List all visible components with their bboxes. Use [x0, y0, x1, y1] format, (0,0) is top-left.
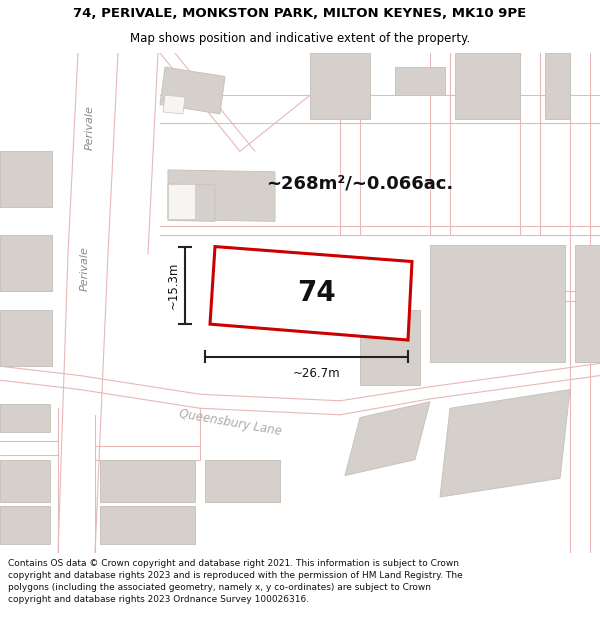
Polygon shape — [0, 404, 50, 432]
Text: Perivale: Perivale — [80, 246, 90, 291]
Text: Perivale: Perivale — [85, 106, 95, 151]
Polygon shape — [345, 402, 430, 476]
Polygon shape — [0, 506, 50, 544]
Text: 74, PERIVALE, MONKSTON PARK, MILTON KEYNES, MK10 9PE: 74, PERIVALE, MONKSTON PARK, MILTON KEYN… — [73, 7, 527, 20]
Polygon shape — [163, 95, 185, 114]
Text: Contains OS data © Crown copyright and database right 2021. This information is : Contains OS data © Crown copyright and d… — [8, 559, 463, 604]
Polygon shape — [168, 184, 195, 219]
Polygon shape — [168, 170, 275, 221]
Polygon shape — [395, 67, 445, 95]
Text: 74: 74 — [297, 279, 335, 307]
Polygon shape — [100, 459, 195, 502]
Text: Map shows position and indicative extent of the property.: Map shows position and indicative extent… — [130, 32, 470, 45]
Polygon shape — [0, 310, 52, 366]
Polygon shape — [310, 53, 370, 119]
Text: Queensbury Lane: Queensbury Lane — [178, 407, 283, 437]
Polygon shape — [0, 236, 52, 291]
Polygon shape — [440, 389, 570, 497]
Polygon shape — [455, 53, 520, 119]
Polygon shape — [168, 184, 215, 221]
Text: ~268m²/~0.066ac.: ~268m²/~0.066ac. — [266, 175, 454, 193]
Polygon shape — [205, 459, 280, 502]
Polygon shape — [360, 310, 420, 385]
Text: ~15.3m: ~15.3m — [167, 262, 179, 309]
Polygon shape — [160, 67, 225, 114]
Polygon shape — [575, 245, 600, 361]
Polygon shape — [210, 247, 412, 340]
Polygon shape — [430, 245, 565, 361]
Polygon shape — [0, 459, 50, 502]
Polygon shape — [545, 53, 570, 119]
Polygon shape — [0, 151, 52, 208]
Polygon shape — [100, 506, 195, 544]
Text: ~26.7m: ~26.7m — [293, 367, 340, 380]
